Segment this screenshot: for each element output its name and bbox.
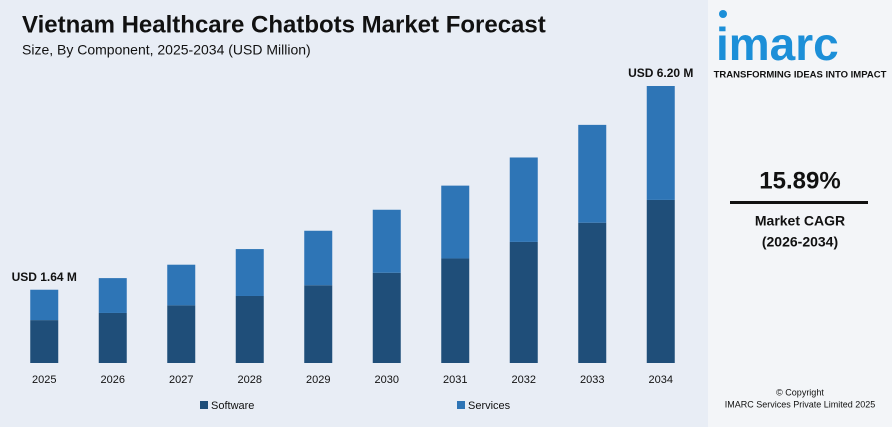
- bar-segment: [30, 289, 59, 321]
- bar-segment: [646, 199, 675, 363]
- x-tick-label: 2034: [649, 374, 673, 386]
- tagline: TRANSFORMING IDEAS INTO IMPACT: [714, 70, 887, 81]
- x-tick-label: 2029: [306, 374, 330, 386]
- cagr-period: (2026-2034): [762, 234, 838, 250]
- legend-swatch: [200, 401, 208, 409]
- bar-segment: [441, 185, 470, 259]
- cagr-value: 15.89%: [759, 167, 840, 194]
- annotation: USD 1.64 M: [12, 270, 77, 284]
- x-tick-label: 2031: [443, 374, 467, 386]
- bar-segment: [235, 295, 264, 363]
- bar-segment: [30, 320, 59, 363]
- chart-title: Vietnam Healthcare Chatbots Market Forec…: [22, 11, 546, 38]
- x-tick-label: 2032: [512, 374, 536, 386]
- bar-segment: [441, 258, 470, 363]
- bar-segment: [235, 249, 264, 296]
- x-tick-label: 2027: [169, 374, 193, 386]
- logo-dot: [719, 10, 727, 18]
- annotation: USD 6.20 M: [628, 66, 693, 80]
- x-tick-label: 2026: [101, 374, 125, 386]
- cagr-label: Market CAGR: [755, 213, 845, 229]
- bar-segment: [372, 272, 401, 363]
- bar-segment: [98, 312, 127, 363]
- logo: imarc: [716, 18, 839, 70]
- bar-segment: [578, 222, 607, 363]
- x-tick-label: 2033: [580, 374, 604, 386]
- x-tick-label: 2030: [375, 374, 399, 386]
- copyright: © Copyright: [776, 387, 824, 397]
- bar-segment: [509, 241, 538, 363]
- side-panel: [708, 0, 892, 427]
- bar-segment: [98, 278, 127, 313]
- bar-segment: [304, 230, 333, 286]
- x-tick-label: 2025: [32, 374, 56, 386]
- bar-segment: [509, 157, 538, 242]
- bar-segment: [646, 86, 675, 200]
- x-tick-label: 2028: [238, 374, 262, 386]
- legend-label: Services: [468, 400, 511, 412]
- bar-segment: [167, 264, 196, 306]
- legend-swatch: [457, 401, 465, 409]
- cagr-divider: [730, 201, 868, 204]
- company: IMARC Services Private Limited 2025: [725, 399, 876, 409]
- bar-segment: [372, 209, 401, 273]
- bar-segment: [167, 305, 196, 363]
- bar-segment: [578, 124, 607, 223]
- chart-subtitle: Size, By Component, 2025-2034 (USD Milli…: [22, 42, 311, 58]
- legend-label: Software: [211, 400, 254, 412]
- bar-segment: [304, 285, 333, 363]
